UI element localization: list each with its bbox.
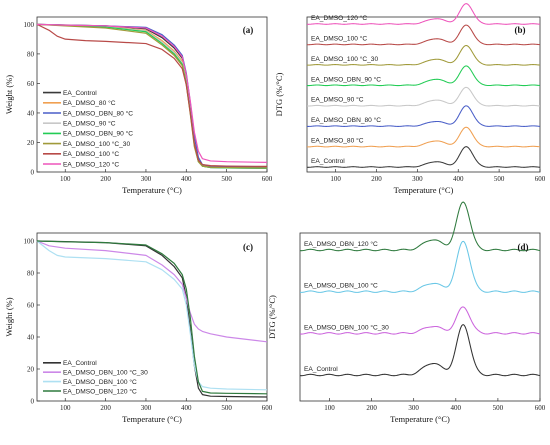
x-tick-label: 600 bbox=[535, 175, 546, 183]
curve-ea-dmso-dbn-80-c bbox=[306, 105, 541, 127]
y-tick-label: 40 bbox=[27, 109, 35, 117]
curve-label: EA_DMSO_90 °C bbox=[311, 96, 364, 104]
plot-frame bbox=[36, 232, 268, 402]
legend-entry: EA_DMSO_80 °C bbox=[63, 99, 116, 107]
x-axis-label: Temperature (°C) bbox=[390, 414, 450, 424]
curve-ea-dmso-120-c bbox=[306, 3, 541, 25]
plot-frame bbox=[36, 16, 268, 173]
x-tick-label: 200 bbox=[100, 404, 111, 412]
x-tick-label: 500 bbox=[493, 404, 504, 412]
y-axis-label: Weight (%) bbox=[4, 75, 14, 114]
y-tick-label: 40 bbox=[27, 334, 35, 342]
series-ea-dmso-dbn-120-c bbox=[36, 240, 268, 395]
y-tick-label: 20 bbox=[27, 366, 35, 374]
curve-ea-dmso-100-c bbox=[306, 24, 541, 46]
x-tick-label: 100 bbox=[330, 175, 341, 183]
x-tick-label: 300 bbox=[408, 404, 419, 412]
y-tick-label: 60 bbox=[27, 80, 35, 88]
x-tick-label: 100 bbox=[60, 404, 71, 412]
x-tick-label: 100 bbox=[60, 175, 71, 183]
x-axis-label: Temperature (°C) bbox=[122, 185, 182, 195]
y-axis-label: Weight (%) bbox=[4, 297, 14, 336]
curve-label: EA_Control bbox=[304, 366, 338, 373]
curve-ea-dmso-100-c-30 bbox=[306, 44, 541, 66]
panel-label: (b) bbox=[515, 25, 526, 35]
curve-ea-control bbox=[299, 324, 541, 377]
y-tick-label: 100 bbox=[24, 238, 35, 246]
curve-ea-dmso-dbn-100-c-30 bbox=[299, 306, 541, 335]
curve-label: EA_DMSO_DBN_80 °C bbox=[311, 116, 381, 124]
series-ea-dmso-dbn-100-c-30 bbox=[36, 240, 268, 343]
panel-label: (d) bbox=[518, 242, 529, 252]
x-tick-label: 100 bbox=[324, 404, 335, 412]
x-tick-label: 500 bbox=[221, 175, 232, 183]
x-tick-label: 300 bbox=[141, 404, 152, 412]
x-tick-label: 400 bbox=[181, 175, 192, 183]
curve-ea-control bbox=[306, 146, 541, 168]
legend-entry: EA_DMSO_DBN_100 °C_30 bbox=[63, 369, 148, 377]
panel-label: (a) bbox=[243, 25, 254, 35]
legend-entry: EA_DMSO_100 °C bbox=[63, 150, 119, 158]
x-axis-label: Temperature (°C) bbox=[122, 414, 182, 424]
curve-label: EA_DMSO_100 °C bbox=[311, 34, 367, 42]
curve-label: EA_DMSO_80 °C bbox=[311, 137, 364, 145]
curve-ea-dmso-80-c bbox=[306, 126, 541, 148]
x-tick-label: 400 bbox=[453, 175, 464, 183]
series-ea-dmso-dbn-100-c bbox=[36, 240, 268, 391]
x-tick-label: 200 bbox=[100, 175, 111, 183]
curve-ea-dmso-dbn-100-c bbox=[299, 240, 541, 293]
x-tick-label: 600 bbox=[535, 404, 546, 412]
y-tick-label: 80 bbox=[27, 50, 35, 58]
y-axis-label: DTG (%/°C) bbox=[274, 72, 284, 116]
x-tick-label: 500 bbox=[221, 404, 232, 412]
y-tick-label: 80 bbox=[27, 270, 35, 278]
legend-entry: EA_DMSO_DBN_100 °C bbox=[63, 378, 137, 386]
y-tick-label: 100 bbox=[24, 21, 35, 29]
series-ea-dmso-120-c bbox=[36, 23, 268, 163]
y-axis-label: DTG (%/°C) bbox=[267, 295, 277, 339]
legend-entry: EA_DMSO_DBN_80 °C bbox=[63, 109, 133, 117]
curve-ea-dmso-dbn-90-c bbox=[306, 65, 541, 87]
legend-entry: EA_Control bbox=[63, 90, 97, 97]
x-tick-label: 300 bbox=[141, 175, 152, 183]
x-axis-label: Temperature (°C) bbox=[394, 185, 454, 195]
curve-label: EA_DMSO_DBN_90 °C bbox=[311, 75, 381, 83]
x-tick-label: 400 bbox=[451, 404, 462, 412]
curve-label: EA_DMSO_DBN_100 °C bbox=[304, 282, 378, 290]
x-tick-label: 200 bbox=[366, 404, 377, 412]
chart-panel-1: 100 200 300 400 500 600 Temperature (°C) DTG (%… bbox=[274, 3, 546, 195]
curve-label: EA_DMSO_100 °C_30 bbox=[311, 55, 378, 63]
panel-label: (c) bbox=[243, 242, 253, 252]
curve-ea-dmso-dbn-120-c bbox=[299, 201, 541, 252]
curve-label: EA_DMSO_DBN_100 °C_30 bbox=[304, 323, 389, 331]
legend-entry: EA_DMSO_100 °C_30 bbox=[63, 140, 130, 148]
y-tick-label: 20 bbox=[27, 139, 35, 147]
plot-frame bbox=[299, 232, 541, 402]
legend-entry: EA_DMSO_DBN_90 °C bbox=[63, 130, 133, 138]
series-ea-dmso-100-c bbox=[36, 23, 268, 167]
legend-entry: EA_DMSO_90 °C bbox=[63, 120, 116, 128]
chart-panel-3: 100 200 300 400 500 600 Temperature (°C) DTG (%… bbox=[267, 201, 546, 424]
y-tick-label: 0 bbox=[31, 398, 35, 406]
plot-frame bbox=[306, 16, 541, 173]
x-tick-label: 600 bbox=[262, 404, 273, 412]
x-tick-label: 600 bbox=[262, 175, 273, 183]
curve-label: EA_DMSO_DBN_120 °C bbox=[304, 240, 378, 248]
curve-label: EA_DMSO_120 °C bbox=[311, 14, 367, 22]
y-tick-label: 60 bbox=[27, 302, 35, 310]
y-tick-label: 0 bbox=[31, 169, 35, 177]
curve-label: EA_Control bbox=[311, 158, 345, 165]
x-tick-label: 300 bbox=[412, 175, 423, 183]
curve-ea-dmso-90-c bbox=[306, 86, 541, 107]
x-tick-label: 500 bbox=[494, 175, 505, 183]
x-tick-label: 400 bbox=[181, 404, 192, 412]
legend-entry: EA_DMSO_DBN_120 °C bbox=[63, 387, 137, 395]
x-tick-label: 200 bbox=[371, 175, 382, 183]
legend-entry: EA_Control bbox=[63, 360, 97, 367]
legend-entry: EA_DMSO_120 °C bbox=[63, 160, 119, 168]
